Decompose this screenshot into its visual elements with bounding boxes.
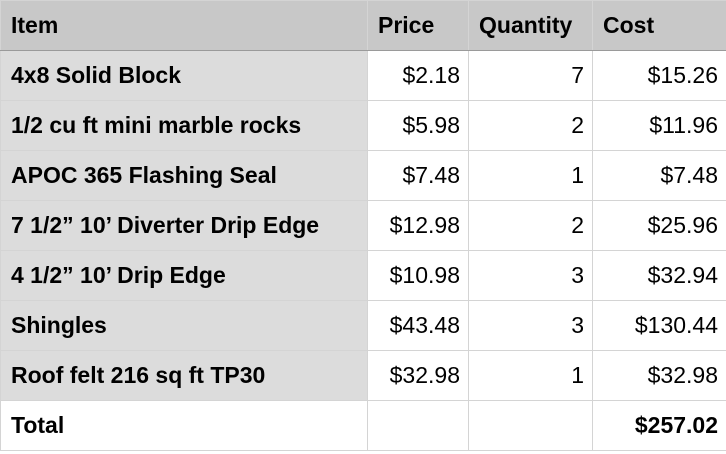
- quantity-cell: 3: [468, 300, 593, 351]
- table-row: 4x8 Solid Block $2.18 7 $15.26: [0, 50, 726, 101]
- item-cell: Shingles: [0, 300, 368, 351]
- cost-cell: $11.96: [592, 100, 726, 151]
- item-cell: 4 1/2” 10’ Drip Edge: [0, 250, 368, 301]
- header-cost: Cost: [592, 0, 726, 51]
- total-value: $257.02: [592, 400, 726, 451]
- table-row: Shingles $43.48 3 $130.44: [0, 300, 726, 351]
- cost-cell: $130.44: [592, 300, 726, 351]
- quantity-cell: 1: [468, 150, 593, 201]
- table-header: Item Price Quantity Cost: [0, 0, 726, 51]
- price-cell: $10.98: [367, 250, 469, 301]
- table-row: Roof felt 216 sq ft TP30 $32.98 1 $32.98: [0, 350, 726, 401]
- table-row: APOC 365 Flashing Seal $7.48 1 $7.48: [0, 150, 726, 201]
- quantity-cell: 3: [468, 250, 593, 301]
- table-row: 4 1/2” 10’ Drip Edge $10.98 3 $32.94: [0, 250, 726, 301]
- quantity-cell: 2: [468, 100, 593, 151]
- cost-cell: $25.96: [592, 200, 726, 251]
- header-item: Item: [0, 0, 368, 51]
- header-price: Price: [367, 0, 469, 51]
- cost-cell: $32.98: [592, 350, 726, 401]
- quantity-cell: 1: [468, 350, 593, 401]
- item-cell: 7 1/2” 10’ Diverter Drip Edge: [0, 200, 368, 251]
- header-quantity: Quantity: [468, 0, 593, 51]
- cost-cell: $32.94: [592, 250, 726, 301]
- price-cell: $43.48: [367, 300, 469, 351]
- table-row: 1/2 cu ft mini marble rocks $5.98 2 $11.…: [0, 100, 726, 151]
- table-footer: Total $257.02: [0, 400, 726, 451]
- price-cell: $5.98: [367, 100, 469, 151]
- price-cell: $12.98: [367, 200, 469, 251]
- table-body: 4x8 Solid Block $2.18 7 $15.26 1/2 cu ft…: [0, 50, 726, 401]
- total-price-empty: [367, 400, 469, 451]
- header-row: Item Price Quantity Cost: [0, 0, 726, 51]
- total-quantity-empty: [468, 400, 593, 451]
- total-row: Total $257.02: [0, 400, 726, 451]
- price-cell: $2.18: [367, 50, 469, 101]
- cost-cell: $7.48: [592, 150, 726, 201]
- total-label: Total: [0, 400, 368, 451]
- quantity-cell: 2: [468, 200, 593, 251]
- price-cell: $32.98: [367, 350, 469, 401]
- price-cell: $7.48: [367, 150, 469, 201]
- item-cell: APOC 365 Flashing Seal: [0, 150, 368, 201]
- cost-cell: $15.26: [592, 50, 726, 101]
- item-cell: Roof felt 216 sq ft TP30: [0, 350, 368, 401]
- item-cell: 4x8 Solid Block: [0, 50, 368, 101]
- quantity-cell: 7: [468, 50, 593, 101]
- table-row: 7 1/2” 10’ Diverter Drip Edge $12.98 2 $…: [0, 200, 726, 251]
- item-cell: 1/2 cu ft mini marble rocks: [0, 100, 368, 151]
